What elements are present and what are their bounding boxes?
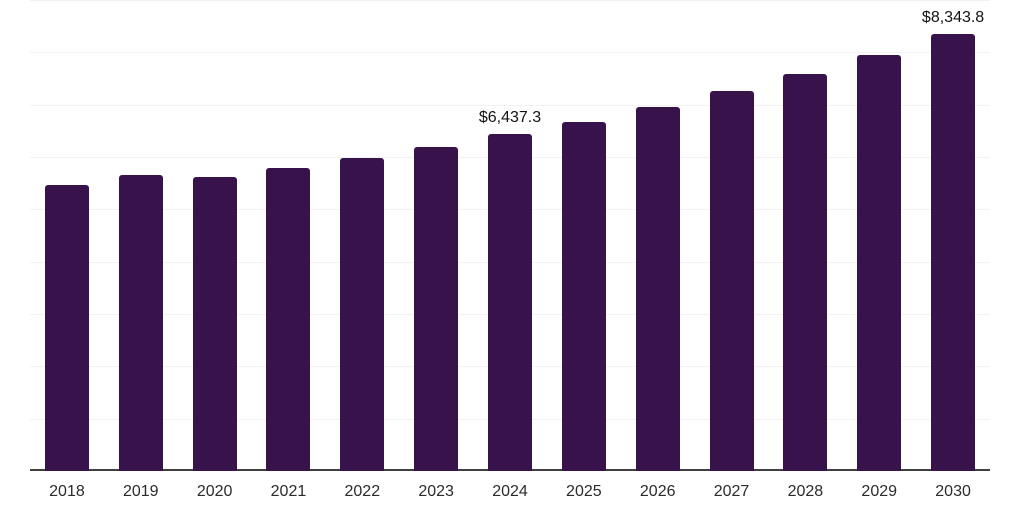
data-label-2024: $6,437.3 — [478, 109, 542, 127]
plot-area: $6,437.3 $8,343.8 — [30, 0, 990, 471]
bar-2025 — [561, 121, 606, 471]
x-tick-2028: 2028 — [787, 483, 824, 500]
x-tick-2026: 2026 — [639, 483, 676, 500]
bar-2030 — [931, 34, 976, 471]
bar-2026 — [635, 106, 680, 471]
bar-2028 — [783, 74, 828, 471]
bar-2018 — [44, 184, 89, 471]
x-tick-2021: 2021 — [270, 483, 307, 500]
bar-2019 — [118, 174, 163, 471]
x-tick-2022: 2022 — [344, 483, 381, 500]
bar-2024 — [488, 134, 532, 471]
gridline-9000 — [30, 0, 990, 1]
gridline-7000 — [30, 104, 990, 106]
x-tick-2029: 2029 — [861, 483, 898, 500]
x-tick-2027: 2027 — [713, 483, 750, 500]
bar-2020 — [192, 176, 237, 471]
bar-2022 — [340, 158, 385, 471]
x-tick-2030: 2030 — [935, 483, 971, 500]
x-tick-2019: 2019 — [122, 483, 159, 500]
data-label-2030: $8,343.8 — [921, 9, 985, 27]
x-tick-2024: 2024 — [492, 483, 528, 500]
bar-2029 — [857, 54, 902, 471]
bar-2027 — [709, 91, 754, 471]
x-axis: 2018 2019 2020 2021 2022 2023 2024 2025 2026 2027… — [30, 482, 990, 504]
x-tick-2025: 2025 — [566, 483, 602, 500]
bar-2023 — [414, 146, 459, 471]
x-tick-2020: 2020 — [196, 483, 233, 500]
gridline-8000 — [30, 52, 990, 54]
x-tick-2023: 2023 — [418, 483, 454, 500]
bar-2021 — [266, 168, 311, 471]
x-tick-2018: 2018 — [49, 483, 85, 500]
